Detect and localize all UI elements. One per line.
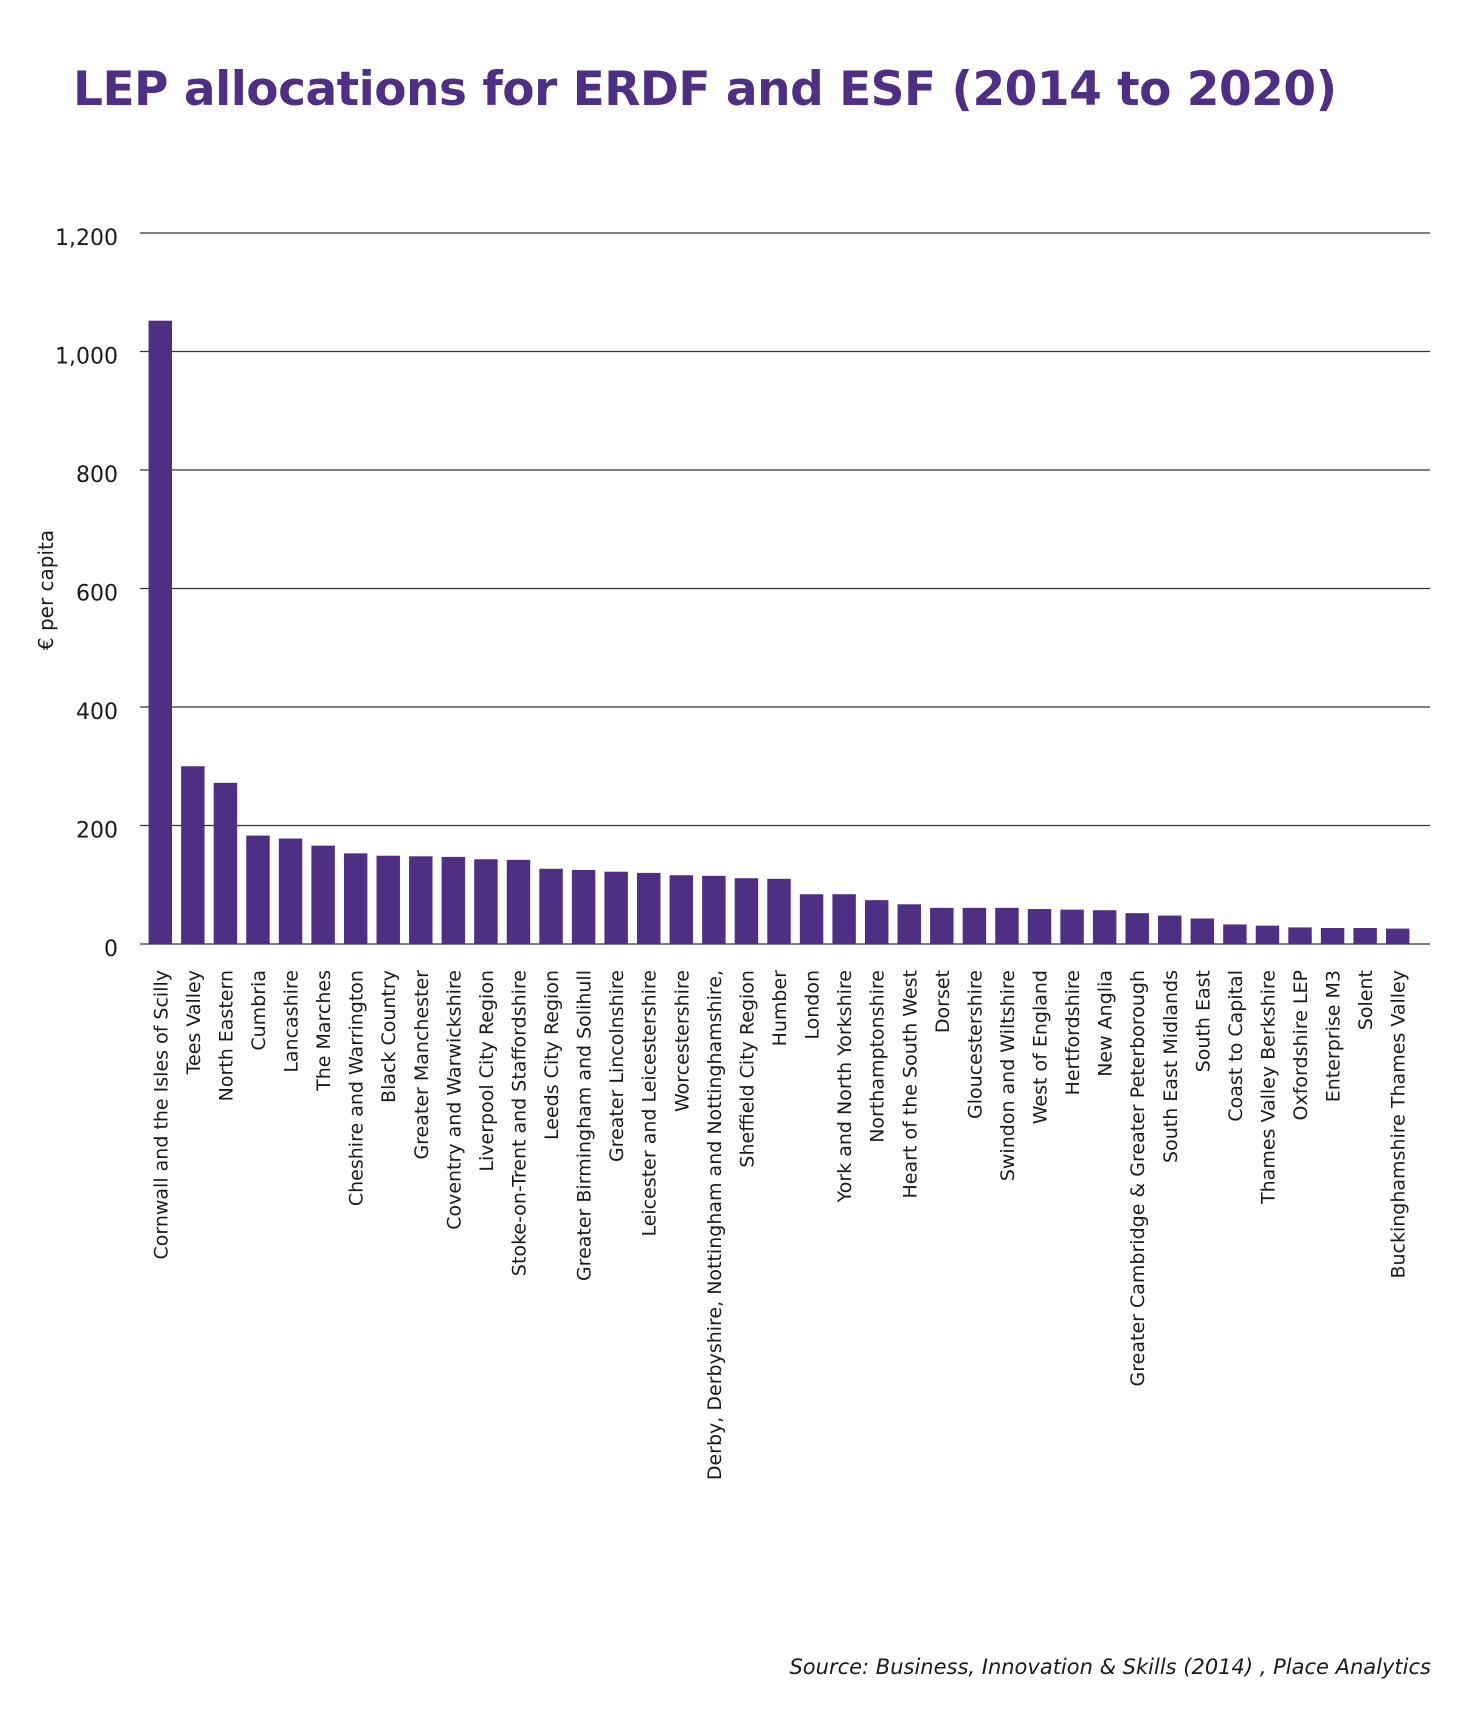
bar	[474, 859, 498, 944]
x-category-label: North Eastern	[215, 970, 237, 1101]
bar	[343, 853, 368, 944]
bar	[799, 894, 824, 944]
bar	[506, 859, 531, 944]
bar	[767, 878, 791, 944]
bar	[376, 855, 400, 944]
bar	[832, 894, 856, 944]
chart-title: LEP allocations for ERDF and ESF (2014 t…	[73, 62, 1337, 117]
y-axis-label: € per capita	[34, 530, 58, 650]
x-category-label: Enterprise M3	[1323, 970, 1345, 1102]
x-category-label: Gloucestershire	[964, 970, 986, 1119]
y-tick-label: 1,200	[55, 226, 118, 251]
bar	[702, 875, 726, 944]
bar	[311, 845, 335, 944]
x-category-label: Hertfordshire	[1062, 970, 1084, 1095]
bar	[278, 838, 303, 944]
bar	[930, 907, 954, 944]
bar	[962, 907, 987, 944]
bar	[1353, 928, 1377, 944]
x-category-label: South East Midlands	[1160, 970, 1182, 1163]
x-category-label: Derby, Derbyshire, Nottingham and Nottin…	[704, 970, 726, 1480]
x-category-label: Stoke-on-Trent and Staffordshire	[508, 970, 530, 1276]
bar	[995, 907, 1019, 944]
x-category-label: Black Country	[378, 970, 400, 1103]
bar	[1190, 918, 1215, 944]
source-note: Source: Business, Innovation & Skills (2…	[789, 1655, 1431, 1679]
x-category-label: Thames Valley Berkshire	[1257, 970, 1279, 1205]
bar	[1027, 909, 1052, 944]
x-category-label: Leeds City Region	[541, 970, 563, 1140]
x-category-label: Greater Manchester	[411, 970, 433, 1160]
x-category-label: Greater Lincolnshire	[606, 970, 628, 1162]
x-category-label: Coventry and Warwickshire	[443, 970, 465, 1230]
bar	[571, 869, 596, 944]
bar	[864, 900, 889, 944]
x-category-label: South East	[1192, 970, 1214, 1072]
bars	[148, 320, 1410, 944]
bar	[669, 875, 694, 944]
x-category-label: Coast to Capital	[1225, 970, 1247, 1122]
bar	[1223, 924, 1247, 944]
bar	[637, 872, 661, 944]
x-category-label: Cheshire and Warrington	[346, 970, 368, 1206]
y-tick-label: 400	[76, 700, 118, 725]
bar	[1320, 928, 1345, 944]
bar	[734, 878, 759, 944]
x-category-label: London	[802, 970, 824, 1040]
x-category-label: Cornwall and the Isles of Scilly	[150, 970, 172, 1260]
x-category-label: Sheffield City Region	[736, 970, 758, 1168]
y-tick-label: 0	[104, 937, 118, 962]
bar	[1255, 925, 1280, 944]
x-category-label: Heart of the South West	[899, 970, 921, 1198]
x-category-label: West of England	[1030, 970, 1052, 1124]
bar	[181, 766, 205, 944]
x-category-label: Humber	[769, 970, 791, 1047]
gridlines	[140, 232, 1430, 945]
x-category-label: York and North Yorkshire	[834, 970, 856, 1203]
x-axis-category-labels: Cornwall and the Isles of Scilly Tees Val…	[150, 970, 1409, 1480]
bar	[1385, 928, 1410, 944]
bar	[1125, 913, 1149, 944]
bar	[604, 871, 628, 944]
x-category-label: The Marches	[313, 970, 335, 1092]
bar	[1092, 910, 1117, 944]
x-category-label: Dorset	[932, 970, 954, 1033]
bar	[441, 856, 466, 944]
x-category-label: Oxfordshire LEP	[1290, 970, 1312, 1120]
y-axis-ticks: 0 200 400 600 800 1,000 1,200	[55, 226, 118, 962]
x-category-label: Swindon and Wiltshire	[997, 970, 1019, 1181]
x-category-label: Worcestershire	[671, 970, 693, 1112]
bar	[897, 904, 921, 944]
bar	[409, 856, 433, 944]
y-tick-label: 600	[76, 582, 118, 607]
bar	[246, 835, 270, 944]
x-category-label: Greater Cambridge & Greater Peterborough	[1127, 970, 1149, 1386]
x-category-label: Northamptonshire	[867, 970, 889, 1143]
y-tick-label: 1,000	[55, 345, 118, 370]
bar	[1288, 927, 1312, 944]
x-category-label: Buckinghamshire Thames Valley	[1388, 970, 1410, 1279]
y-tick-label: 800	[76, 463, 118, 488]
bar	[1060, 909, 1084, 944]
x-category-label: New Anglia	[1095, 970, 1117, 1077]
bar	[148, 320, 173, 944]
bar	[213, 782, 238, 944]
x-category-label: Liverpool City Region	[476, 970, 498, 1172]
x-category-label: Leicester and Leicestershire	[639, 970, 661, 1237]
x-category-label: Lancashire	[281, 970, 303, 1073]
x-category-label: Cumbria	[248, 970, 270, 1051]
x-category-label: Tees Valley	[183, 970, 205, 1075]
y-tick-label: 200	[76, 819, 118, 844]
bar	[1158, 915, 1182, 944]
x-category-label: Solent	[1355, 970, 1377, 1030]
x-category-label: Greater Birmingham and Solihull	[574, 970, 596, 1281]
bar	[539, 868, 563, 944]
